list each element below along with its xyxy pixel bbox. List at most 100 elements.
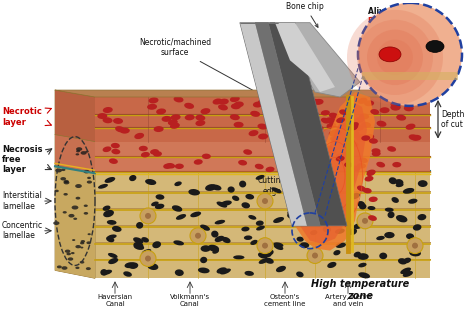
Ellipse shape [205,184,217,191]
Ellipse shape [395,179,404,186]
Ellipse shape [322,215,330,219]
Ellipse shape [268,128,278,135]
Ellipse shape [397,97,408,103]
Ellipse shape [339,109,348,115]
Circle shape [140,208,156,224]
Ellipse shape [336,156,345,162]
Ellipse shape [68,214,75,218]
Text: Volkmann's
Canal: Volkmann's Canal [170,294,210,307]
Ellipse shape [391,105,401,111]
Ellipse shape [111,149,120,154]
Ellipse shape [142,249,151,255]
Ellipse shape [239,180,246,187]
Ellipse shape [175,269,184,276]
Ellipse shape [172,205,182,212]
Ellipse shape [190,212,201,217]
Ellipse shape [289,100,299,106]
Ellipse shape [212,99,222,105]
Ellipse shape [396,183,404,187]
Ellipse shape [364,100,374,106]
Ellipse shape [276,266,286,272]
Ellipse shape [296,272,303,277]
Ellipse shape [185,114,195,120]
Ellipse shape [101,270,112,275]
Ellipse shape [377,121,387,127]
Ellipse shape [342,152,351,157]
Circle shape [407,238,423,254]
Ellipse shape [86,241,91,244]
Ellipse shape [80,247,84,249]
Ellipse shape [215,236,224,242]
Ellipse shape [102,205,110,211]
Ellipse shape [313,99,324,105]
Ellipse shape [145,179,156,185]
Ellipse shape [349,124,358,130]
Ellipse shape [176,214,186,220]
Ellipse shape [309,99,319,105]
Ellipse shape [232,196,239,201]
Ellipse shape [87,233,91,235]
Circle shape [312,253,318,259]
Ellipse shape [266,167,275,172]
Ellipse shape [336,243,346,248]
Ellipse shape [61,169,66,171]
Text: Alive cell: Alive cell [368,7,407,16]
Ellipse shape [103,210,114,217]
Polygon shape [55,135,95,173]
Circle shape [357,20,433,95]
Ellipse shape [75,184,82,188]
Ellipse shape [369,138,378,144]
Ellipse shape [376,236,385,240]
Circle shape [257,238,273,254]
Ellipse shape [350,122,359,128]
Ellipse shape [400,267,411,274]
Ellipse shape [195,120,205,126]
Ellipse shape [67,253,71,255]
Ellipse shape [245,194,254,199]
Ellipse shape [302,208,311,214]
Ellipse shape [112,226,122,232]
Ellipse shape [98,184,108,189]
Ellipse shape [323,182,332,187]
Text: High temperature
zone: High temperature zone [311,279,409,301]
Ellipse shape [328,148,336,154]
Ellipse shape [141,237,149,243]
Ellipse shape [354,117,364,123]
Ellipse shape [166,163,175,169]
Ellipse shape [327,123,337,129]
Ellipse shape [156,194,164,200]
Ellipse shape [258,252,268,259]
Ellipse shape [244,271,254,276]
Ellipse shape [107,220,117,225]
Ellipse shape [345,109,355,115]
Ellipse shape [133,237,143,244]
Ellipse shape [120,128,130,134]
Ellipse shape [287,165,296,171]
Ellipse shape [234,122,244,128]
Ellipse shape [322,180,333,187]
Circle shape [357,213,373,229]
Ellipse shape [101,269,108,276]
Ellipse shape [418,180,428,187]
Ellipse shape [358,263,367,267]
Ellipse shape [348,132,358,138]
Ellipse shape [102,146,111,152]
Ellipse shape [390,104,400,110]
Ellipse shape [134,242,143,249]
Polygon shape [300,102,367,243]
Ellipse shape [325,195,333,199]
Ellipse shape [129,175,136,181]
Ellipse shape [105,177,115,183]
Ellipse shape [258,123,268,129]
Ellipse shape [258,134,268,140]
Circle shape [412,243,418,249]
Ellipse shape [241,226,250,232]
Ellipse shape [368,206,375,210]
Ellipse shape [406,233,414,239]
Text: Depth
of cut: Depth of cut [441,110,464,129]
Ellipse shape [163,163,172,169]
Ellipse shape [108,258,118,264]
Ellipse shape [306,120,316,126]
Ellipse shape [296,237,304,242]
Ellipse shape [211,185,221,191]
